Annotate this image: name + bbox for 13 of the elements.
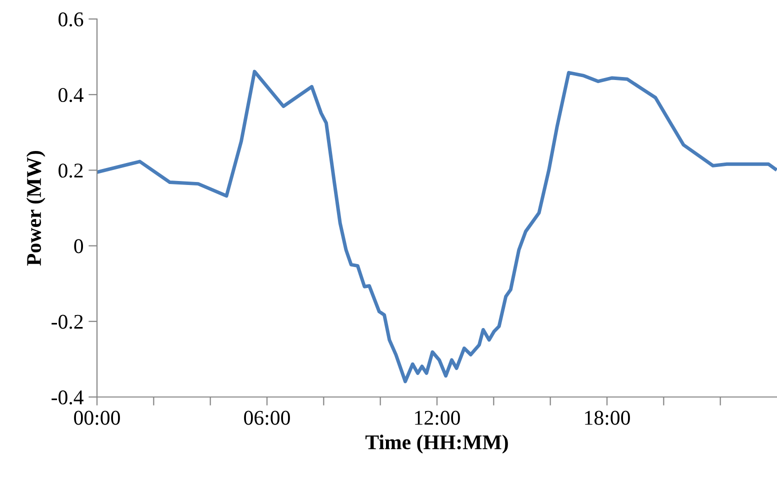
y-axis-title: Power (MW) [26,150,46,266]
x-tick-label: 06:00 [244,410,290,425]
y-tick-label: 0.6 [58,12,84,27]
x-tick-label: 18:00 [585,410,630,425]
x-tick-label: 12:00 [415,410,460,425]
y-tick-label: 0.2 [58,164,83,178]
y-tick-label: -0.2 [52,314,83,329]
x-axis-title: Time (HH:MM) [365,434,508,454]
y-tick-label: 0 [74,239,84,254]
y-tick-label: 0.4 [58,88,84,102]
y-tick-label: -0.4 [52,390,84,405]
line-series [97,70,777,384]
x-tick-label: 00:00 [74,410,120,425]
